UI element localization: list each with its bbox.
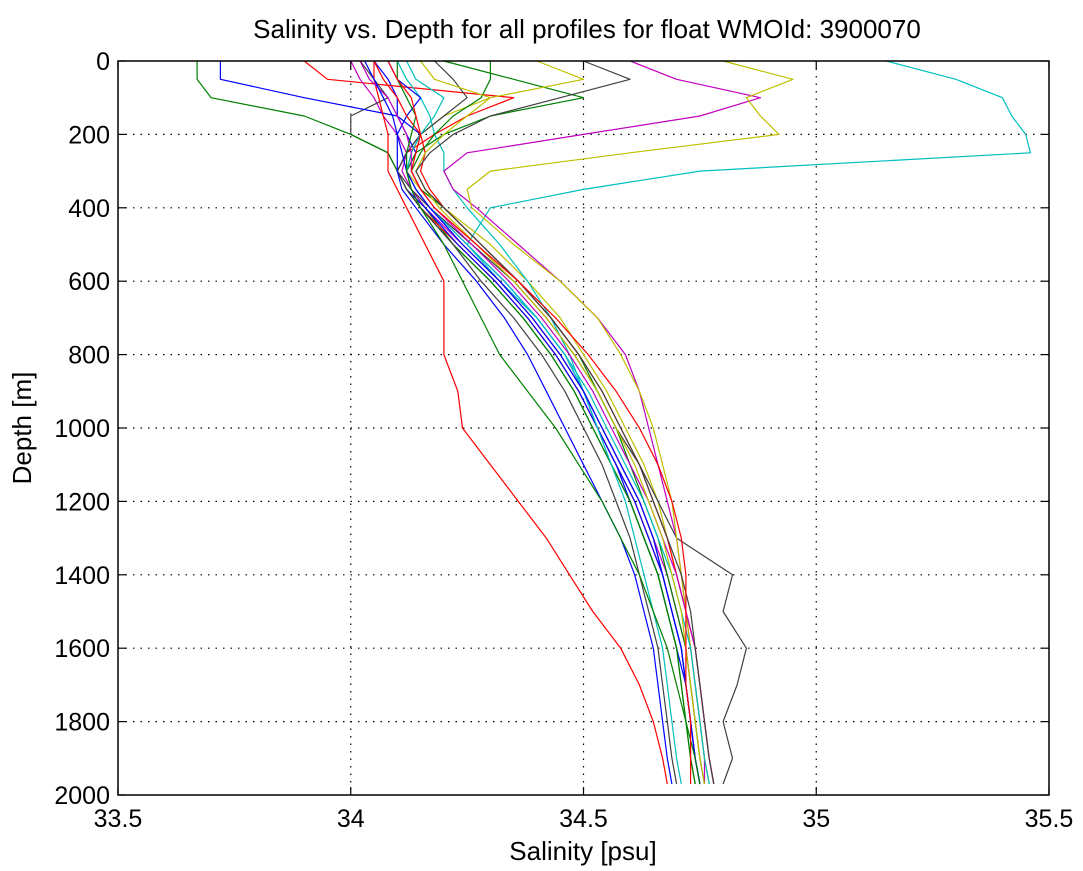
salinity-profile-line — [410, 61, 706, 785]
x-tick-label: 33.5 — [94, 805, 143, 833]
x-axis-ticks: 33.5 34 34.5 35 35.5 — [94, 61, 1074, 833]
salinity-profile-line — [373, 61, 668, 785]
y-tick-label: 600 — [68, 268, 110, 296]
salinity-profile-line — [415, 60, 715, 785]
salinity-profile-line — [373, 60, 715, 785]
salinity-profile-line — [219, 61, 701, 785]
y-tick-label: 1000 — [54, 415, 110, 443]
x-tick-label: 34 — [337, 805, 365, 833]
salinity-profile-line — [350, 60, 748, 785]
y-tick-label: 1800 — [54, 709, 110, 737]
y-tick-label: 800 — [68, 342, 110, 370]
salinity-profile-line — [443, 60, 762, 784]
x-tick-label: 35.5 — [1025, 805, 1074, 833]
salinity-profile-line — [406, 60, 710, 785]
y-tick-label: 1200 — [54, 488, 110, 516]
salinity-profile-line — [364, 60, 701, 785]
plot-area — [196, 60, 1032, 785]
y-tick-label: 400 — [68, 195, 110, 223]
salinity-profile-line — [466, 60, 794, 785]
y-tick-label: 2000 — [54, 782, 110, 810]
x-tick-label: 34.5 — [559, 805, 608, 833]
x-axis-label: Salinity [psu] — [509, 836, 656, 866]
salinity-profile-line — [359, 60, 715, 785]
salinity-profile-line — [396, 60, 682, 785]
chart-title: Salinity vs. Depth for all profiles for … — [253, 14, 921, 44]
y-tick-label: 1600 — [54, 635, 110, 663]
salinity-profile-line — [196, 61, 696, 785]
salinity-profile-line — [387, 60, 692, 784]
y-tick-label: 0 — [96, 48, 110, 76]
salinity-profile-line — [406, 60, 710, 785]
x-tick-label: 35 — [802, 805, 830, 833]
y-axis-label: Depth [m] — [7, 372, 37, 485]
salinity-profile-line — [396, 61, 701, 785]
y-axis-ticks: 0 200 400 600 800 1000 1200 1400 1600 1800 2000 — [54, 48, 1049, 810]
y-tick-label: 200 — [68, 121, 110, 149]
y-tick-label: 1400 — [54, 562, 110, 590]
salinity-profile-line — [387, 60, 673, 785]
